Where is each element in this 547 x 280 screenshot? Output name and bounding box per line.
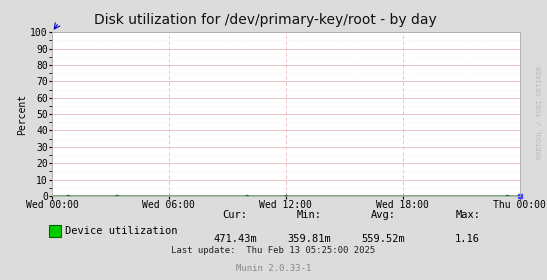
Text: Min:: Min: <box>296 210 322 220</box>
Text: Last update:  Thu Feb 13 05:25:00 2025: Last update: Thu Feb 13 05:25:00 2025 <box>171 246 376 255</box>
Text: Max:: Max: <box>455 210 480 220</box>
Text: Disk utilization for /dev/primary-key/root - by day: Disk utilization for /dev/primary-key/ro… <box>94 13 437 27</box>
Text: 1.16: 1.16 <box>455 234 480 244</box>
Text: RRDTOOL / TOBI OETIKER: RRDTOOL / TOBI OETIKER <box>537 65 543 159</box>
Text: Device utilization: Device utilization <box>65 226 177 236</box>
Y-axis label: Percent: Percent <box>18 94 27 135</box>
Text: 359.81m: 359.81m <box>287 234 331 244</box>
Text: Munin 2.0.33-1: Munin 2.0.33-1 <box>236 264 311 273</box>
Text: 471.43m: 471.43m <box>213 234 257 244</box>
Text: Avg:: Avg: <box>370 210 395 220</box>
Text: 559.52m: 559.52m <box>361 234 405 244</box>
Text: Cur:: Cur: <box>223 210 248 220</box>
